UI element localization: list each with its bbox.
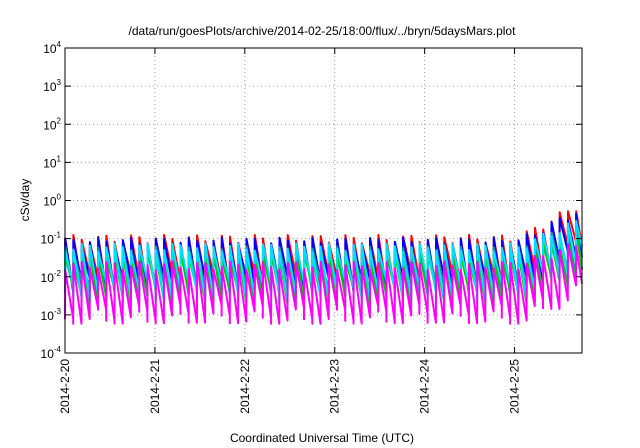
x-tick-label: 2014-2-22 bbox=[238, 359, 252, 414]
y-tick-exponent: 0 bbox=[57, 193, 62, 202]
y-tick-exponent: -1 bbox=[54, 231, 62, 240]
y-tick-base: 10 bbox=[43, 80, 57, 94]
y-tick-exponent: -2 bbox=[54, 269, 62, 278]
y-tick-label: 10-2 bbox=[41, 269, 62, 285]
series-line-5 bbox=[64, 219, 583, 301]
x-tick-label: 2014-2-23 bbox=[328, 359, 342, 414]
y-tick-label: 103 bbox=[43, 78, 61, 94]
x-tick-label: 2014-2-20 bbox=[58, 359, 72, 414]
y-tick-label: 10-4 bbox=[41, 345, 62, 361]
y-tick-exponent: 3 bbox=[57, 78, 62, 87]
chart-title: /data/run/goesPlots/archive/2014-02-25/1… bbox=[129, 24, 517, 38]
y-tick-exponent: -4 bbox=[54, 345, 62, 354]
grid bbox=[65, 48, 582, 353]
y-tick-base: 10 bbox=[41, 309, 55, 323]
y-tick-label: 102 bbox=[43, 116, 61, 132]
x-tick-label: 2014-2-21 bbox=[148, 359, 162, 414]
x-tick-label: 2014-2-25 bbox=[508, 359, 522, 414]
y-tick-base: 10 bbox=[41, 271, 55, 285]
y-axis-title: cSv/day bbox=[18, 179, 32, 222]
y-tick-base: 10 bbox=[43, 42, 57, 56]
y-tick-label: 101 bbox=[43, 154, 61, 170]
y-tick-exponent: 1 bbox=[57, 154, 62, 163]
y-tick-base: 10 bbox=[43, 156, 57, 170]
y-tick-exponent: 4 bbox=[57, 40, 62, 49]
y-tick-base: 10 bbox=[41, 233, 55, 247]
y-tick-label: 100 bbox=[43, 193, 61, 209]
y-tick-exponent: 2 bbox=[57, 116, 62, 125]
y-tick-label: 104 bbox=[43, 40, 61, 56]
x-axis: 2014-2-20 2014-2-21 2014-2-22 2014-2-23 2014… bbox=[58, 48, 522, 414]
series-layer bbox=[64, 210, 583, 325]
series-line-6 bbox=[64, 243, 583, 325]
y-tick-base: 10 bbox=[41, 347, 55, 361]
x-axis-title: Coordinated Universal Time (UTC) bbox=[230, 431, 414, 445]
plot-frame bbox=[64, 47, 583, 354]
y-tick-label: 10-1 bbox=[41, 231, 62, 247]
y-tick-base: 10 bbox=[43, 195, 57, 209]
y-tick-label: 10-3 bbox=[41, 307, 62, 323]
x-tick-label: 2014-2-24 bbox=[418, 359, 432, 414]
y-tick-base: 10 bbox=[43, 118, 57, 132]
y-tick-exponent: -3 bbox=[54, 307, 62, 316]
